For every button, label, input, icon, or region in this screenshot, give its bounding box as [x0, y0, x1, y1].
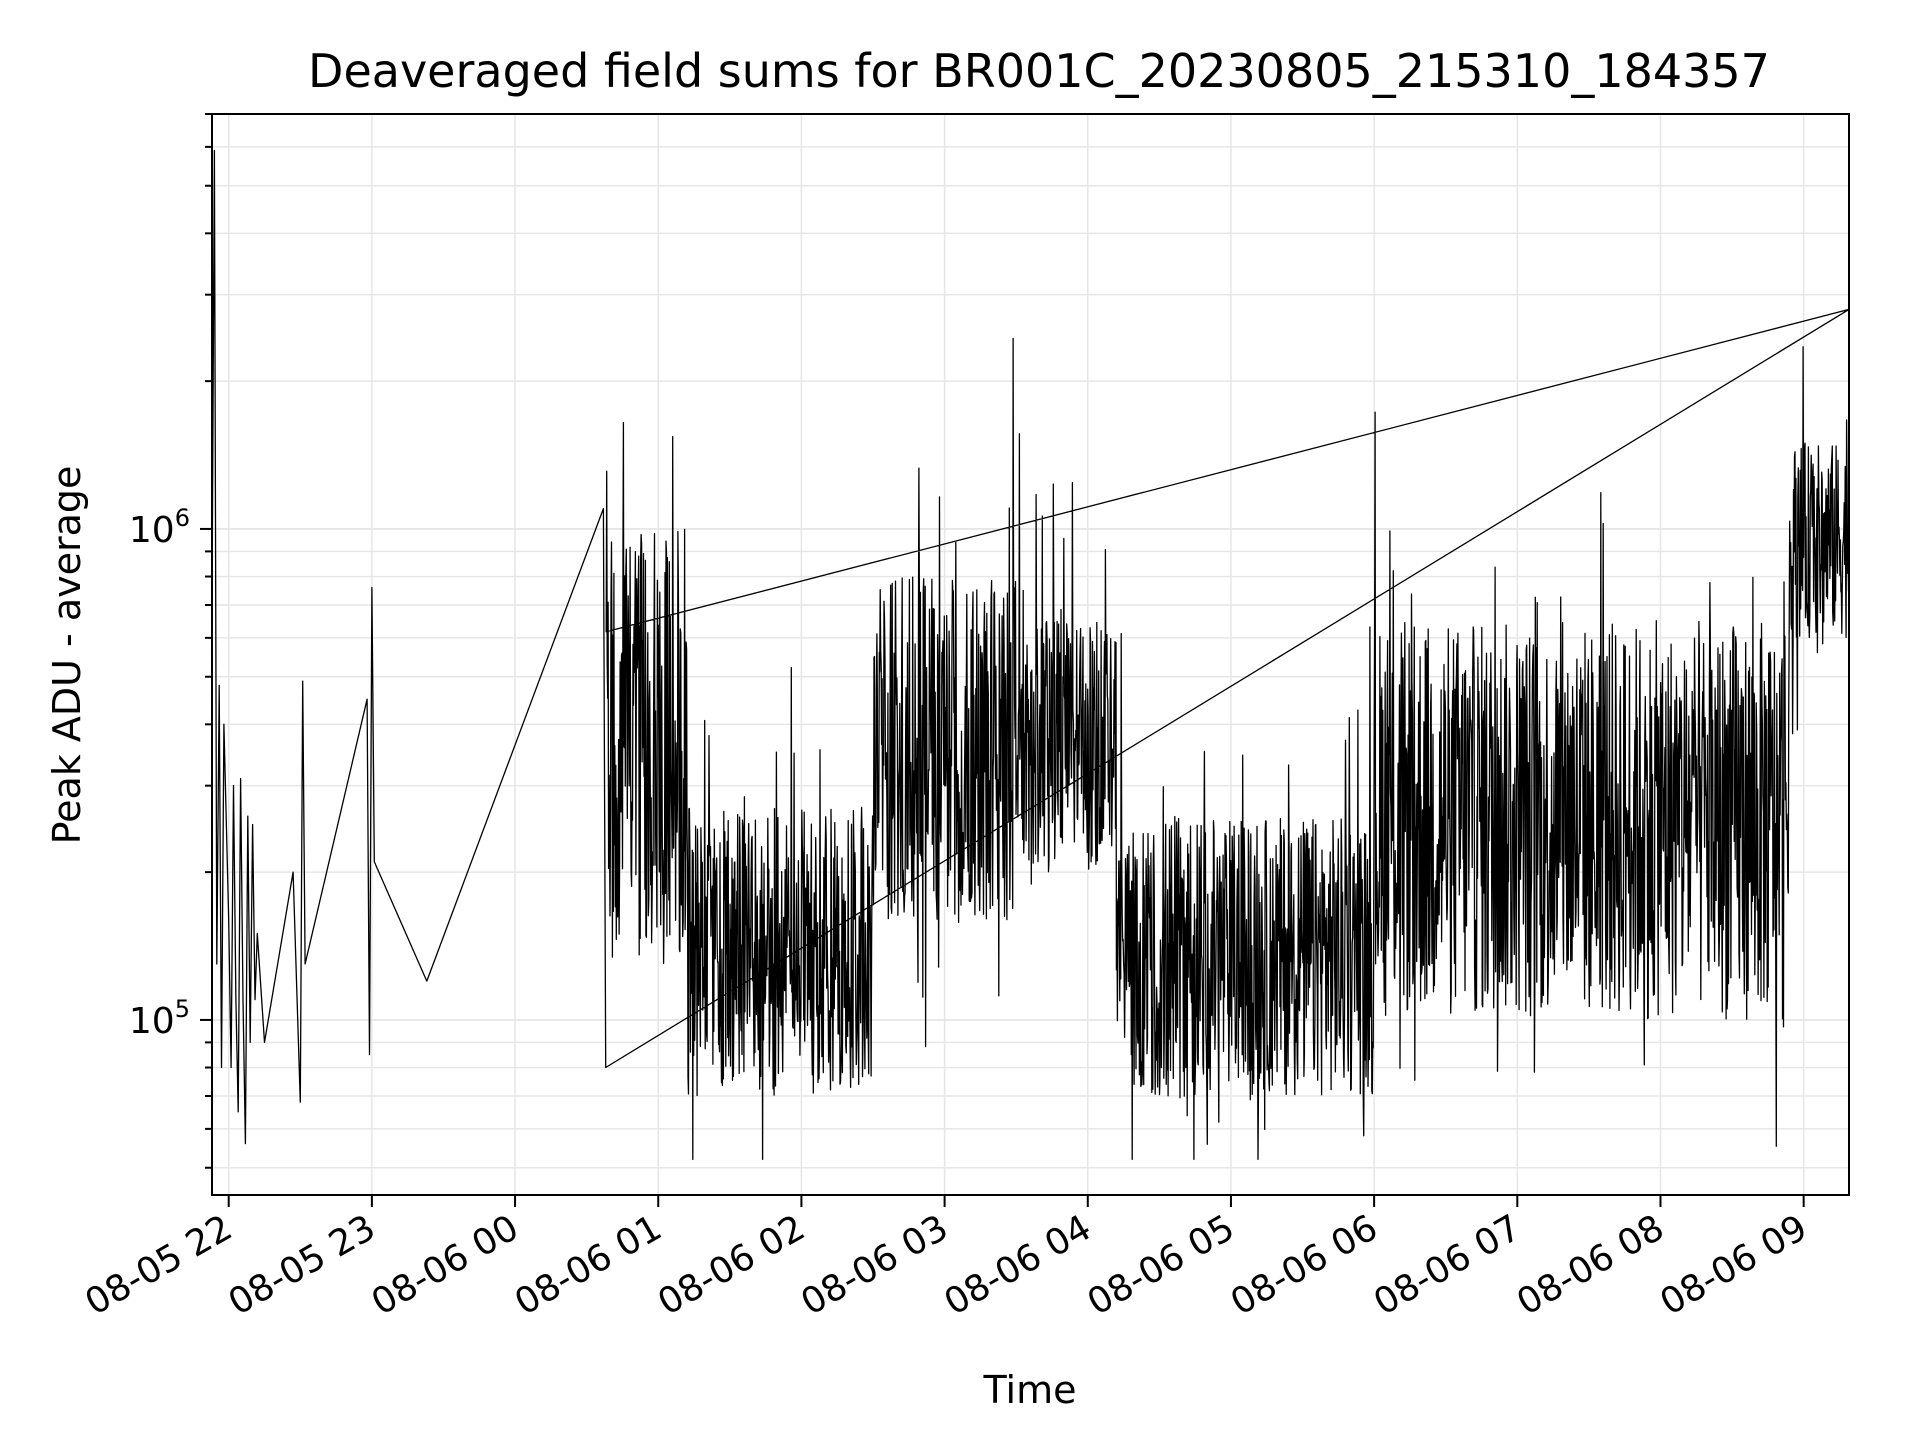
series-layer [211, 149, 1850, 1161]
plot-frame [211, 113, 1850, 1196]
y-tick-label: 105 [129, 995, 190, 1042]
y-axis-label: Peak ADU - average [45, 466, 89, 845]
chart-title: Deaveraged field sums for BR001C_2023080… [308, 44, 1770, 98]
y-axis: 105 106 [129, 113, 212, 1169]
series-line [211, 149, 1850, 1161]
x-axis-label: Time [983, 1368, 1077, 1412]
y-tick-label: 106 [129, 504, 190, 551]
